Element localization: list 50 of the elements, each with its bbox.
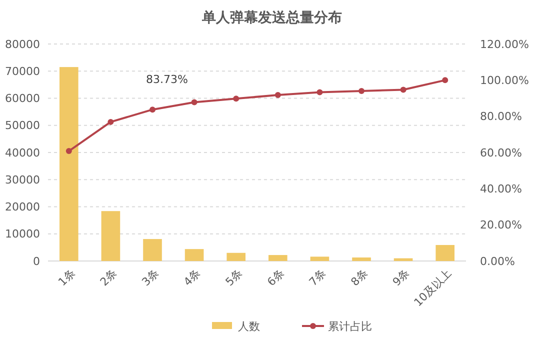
x-tick-label: 2条	[98, 266, 120, 289]
y2-tick-label: 120.00%	[480, 38, 529, 51]
annotation: 83.73%	[146, 73, 188, 86]
x-tick-label: 5条	[223, 266, 245, 289]
bar	[352, 257, 371, 261]
x-tick-label: 4条	[181, 266, 204, 289]
y2-tick-label: 40.00%	[480, 182, 522, 196]
bar	[226, 252, 246, 261]
bar	[268, 255, 288, 261]
point	[233, 96, 240, 102]
y-tick-label: 10000	[5, 228, 40, 241]
x-tick-label: 7条	[306, 266, 329, 289]
y-tick-label: 60000	[5, 92, 40, 106]
point	[274, 92, 281, 98]
y-tick-label: 40000	[5, 146, 40, 160]
x-tick-label: 6条	[264, 266, 287, 289]
chart-title: 单人弹幕发送总量分布	[201, 9, 342, 26]
x-tick-label: 3条	[139, 266, 162, 289]
x-tick-label: 10及以上	[412, 266, 454, 310]
bar	[310, 256, 330, 261]
bar	[436, 244, 455, 261]
y-tick-label: 70000	[5, 64, 40, 78]
x-tick-label: 9条	[390, 266, 412, 289]
legend-label: 人数	[238, 320, 260, 333]
y2-tick-label: 100.00%	[480, 74, 529, 88]
bar	[101, 211, 120, 261]
y2-tick-label: 80.00%	[480, 110, 522, 124]
y-tick-label: 50000	[5, 119, 40, 132]
y2-tick-label: 0.00%	[480, 254, 515, 268]
y2-tick-label: 60.00%	[480, 146, 522, 160]
point	[442, 77, 448, 84]
x-tick-label: 1条	[56, 266, 78, 289]
bar	[143, 239, 162, 261]
point	[358, 88, 364, 94]
y-tick-label: 20000	[5, 200, 40, 214]
y-tick-label: 80000	[5, 38, 40, 51]
point	[316, 89, 323, 96]
point	[191, 99, 198, 106]
point	[150, 106, 156, 113]
bar	[59, 67, 78, 261]
bar	[394, 258, 413, 261]
point	[400, 86, 406, 93]
y-tick-label: 0	[33, 254, 40, 268]
y2-tick-label: 20.00%	[480, 218, 522, 232]
bar	[184, 249, 204, 261]
y-tick-label: 30000	[5, 173, 40, 186]
x-tick-label: 8条	[348, 266, 370, 289]
legend-label: 累计占比	[328, 320, 372, 333]
point	[66, 148, 72, 154]
point	[108, 118, 114, 125]
